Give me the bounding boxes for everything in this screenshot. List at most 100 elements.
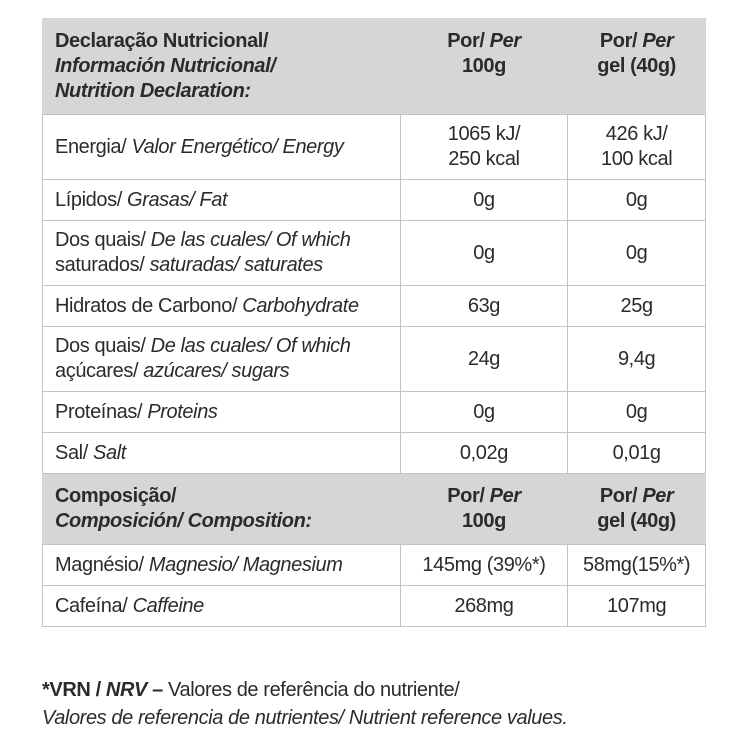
text-line: Declaração Nutricional/ xyxy=(55,29,388,54)
value-cell: 0g xyxy=(567,179,706,221)
text-line: Dos quais/ De las cuales/ Of which xyxy=(55,228,388,253)
text-segment: 250 kcal xyxy=(448,148,520,170)
text-segment: 0,01g xyxy=(612,441,661,464)
table-row: Lípidos/ Grasas/ Fat 0g 0g xyxy=(42,179,706,221)
value-cell: 9,4g xyxy=(567,326,706,392)
text-segment: 0g xyxy=(625,400,648,423)
header-row: Composição/Composición/ Composition: Por/… xyxy=(42,473,706,545)
text-line: 268mg xyxy=(405,594,564,619)
text-segment: saturadas/ saturates xyxy=(149,254,324,276)
text-line: 145mg (39%*) xyxy=(405,553,564,578)
text-line: Por/ Per xyxy=(572,484,701,509)
text-segment: – xyxy=(152,679,163,701)
text-line: gel (40g) xyxy=(572,509,701,534)
text-line: Cafeína/ Caffeine xyxy=(55,594,388,619)
text-segment: Por/ xyxy=(447,485,485,507)
text-line: 100 kcal xyxy=(572,147,701,172)
text-line: Dos quais/ De las cuales/ Of which xyxy=(55,334,388,359)
text-segment: De las cuales/ Of which xyxy=(150,229,351,251)
text-line: 250 kcal xyxy=(405,147,564,172)
text-segment: Per xyxy=(642,485,674,507)
text-segment: Información Nutricional/ xyxy=(55,55,276,77)
text-line: 0,01g xyxy=(572,441,701,466)
value-cell: 0,02g xyxy=(399,432,569,474)
value-cell: 0g xyxy=(399,391,569,433)
text-segment: 0g xyxy=(625,241,648,264)
text-segment: 58mg(15%*) xyxy=(583,553,691,576)
text-segment: Carbohydrate xyxy=(242,294,359,317)
text-segment: Energia/ xyxy=(55,135,127,158)
text-segment: Declaração Nutricional/ xyxy=(55,30,269,52)
value-cell: 145mg (39%*) xyxy=(399,544,569,586)
text-segment: NRV xyxy=(105,679,147,701)
text-line: 58mg(15%*) xyxy=(572,553,701,578)
text-line: Información Nutricional/ xyxy=(55,54,388,79)
table-row: Cafeína/ Caffeine 268mg 107mg xyxy=(42,585,706,627)
nutrition-table: Declaração Nutricional/Información Nutri… xyxy=(42,18,706,627)
text-segment: Valores de referência do nutriente/ xyxy=(168,679,460,701)
text-line: 0g xyxy=(405,400,564,425)
text-segment: 145mg (39%*) xyxy=(422,553,546,576)
text-segment: 0g xyxy=(473,241,495,264)
text-segment: Por/ xyxy=(599,485,638,507)
value-cell: 107mg xyxy=(567,585,706,627)
value-cell: 0g xyxy=(399,179,569,221)
label-cell: Lípidos/ Grasas/ Fat xyxy=(42,179,401,221)
text-segment: 0,02g xyxy=(459,441,508,464)
text-line: 0g xyxy=(572,188,701,213)
text-segment: Valor Energético/ Energy xyxy=(131,135,344,158)
text-line: 1065 kJ/ xyxy=(405,122,564,147)
text-segment: 100g xyxy=(461,55,506,77)
value-cell: 0g xyxy=(399,220,569,286)
value-cell: 0,01g xyxy=(567,432,706,474)
text-segment: Dos quais/ xyxy=(55,229,146,251)
value-cell: 25g xyxy=(567,285,706,327)
label-cell: Energia/ Valor Energético/ Energy xyxy=(42,114,401,180)
text-segment: 100g xyxy=(461,510,506,532)
text-segment: Por/ xyxy=(447,30,485,52)
text-line: 9,4g xyxy=(572,347,701,372)
text-line: 63g xyxy=(405,294,564,319)
text-segment: Hidratos de Carbono/ xyxy=(55,294,238,317)
text-line: 25g xyxy=(572,294,701,319)
text-segment: Magnesio/ Magnesium xyxy=(148,553,343,576)
value-cell: 426 kJ/100 kcal xyxy=(567,114,706,180)
label-cell: Dos quais/ De las cuales/ Of which açúcar… xyxy=(42,326,401,392)
text-line: Lípidos/ Grasas/ Fat xyxy=(55,188,388,213)
header-cell: Por/ Per 100g xyxy=(399,18,569,115)
header-cell: Por/ Per 100g xyxy=(399,473,569,545)
value-cell: 1065 kJ/250 kcal xyxy=(399,114,569,180)
text-line: 107mg xyxy=(572,594,701,619)
text-segment: Cafeína/ xyxy=(55,594,128,617)
header-row: Declaração Nutricional/Información Nutri… xyxy=(42,18,706,115)
text-line: açúcares/ azúcares/ sugars xyxy=(55,359,388,384)
text-segment: 1065 kJ/ xyxy=(447,123,521,145)
text-line: Composição/ xyxy=(55,484,388,509)
text-segment: Per xyxy=(642,30,674,52)
text-line: 0g xyxy=(405,241,564,266)
text-line: Valores de referencia de nutrientes/ Nut… xyxy=(42,704,568,732)
text-segment: Sal/ xyxy=(55,441,88,464)
text-segment: Composição/ xyxy=(55,485,177,507)
text-segment: gel (40g) xyxy=(597,55,676,77)
header-cell: Declaração Nutricional/Información Nutri… xyxy=(42,18,401,115)
value-cell: 0g xyxy=(567,220,706,286)
text-line: gel (40g) xyxy=(572,54,701,79)
label-cell: Hidratos de Carbono/ Carbohydrate xyxy=(42,285,401,327)
text-segment: 63g xyxy=(467,294,501,317)
text-segment: Valores de referencia de nutrientes/ Nut… xyxy=(42,707,568,729)
text-line: saturados/ saturadas/ saturates xyxy=(55,253,388,278)
value-cell: 0g xyxy=(567,391,706,433)
text-line: *VRN / NRV – Valores de referência do nu… xyxy=(42,676,567,704)
text-line: 100g xyxy=(405,54,564,79)
text-segment: azúcares/ sugars xyxy=(143,360,290,382)
text-segment: Composición/ Composition: xyxy=(55,510,312,532)
text-line: Por/ Per xyxy=(572,29,701,54)
text-line: Proteínas/ Proteins xyxy=(55,400,388,425)
text-segment: Caffeine xyxy=(132,594,205,617)
text-segment: saturados/ xyxy=(55,254,145,276)
header-cell: Por/ Per gel (40g) xyxy=(567,18,706,115)
text-line: 0g xyxy=(572,241,701,266)
label-cell: Sal/ Salt xyxy=(42,432,401,474)
